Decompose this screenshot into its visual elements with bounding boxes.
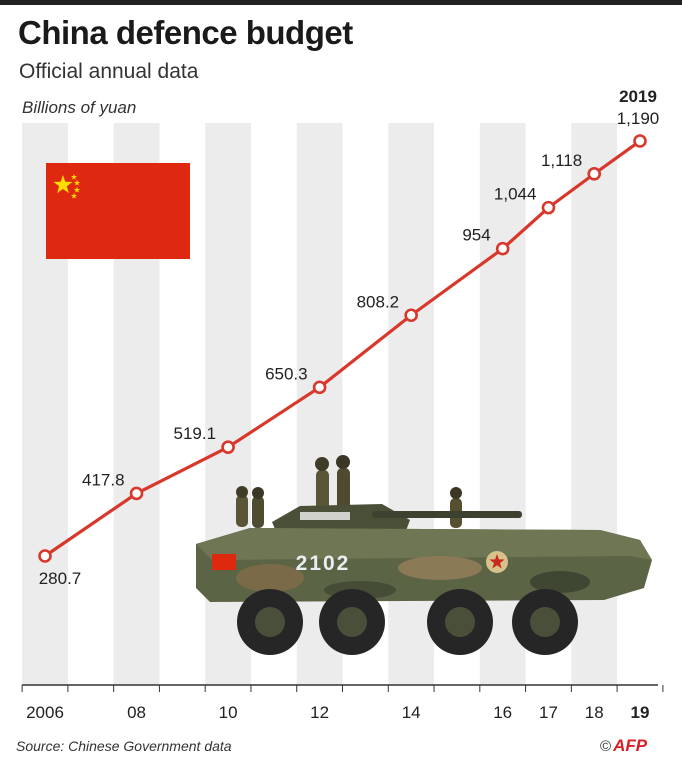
copyright-symbol: © xyxy=(600,738,612,755)
data-point xyxy=(38,549,52,563)
data-point xyxy=(495,241,510,256)
data-point xyxy=(633,134,647,148)
x-tick-label: 16 xyxy=(493,703,512,722)
x-tick-label: 10 xyxy=(219,703,238,722)
x-tick-label: 12 xyxy=(310,703,329,722)
data-point xyxy=(312,380,327,395)
top-bar xyxy=(0,0,682,5)
x-tick-label: 19 xyxy=(631,703,650,722)
x-axis: 2006 08 10 12 14 16 17 18 19 xyxy=(21,684,664,722)
data-point xyxy=(404,308,418,323)
value-label: 808.2 xyxy=(357,292,400,311)
budget-series xyxy=(38,134,647,563)
highlight-year-label: 2019 xyxy=(619,87,657,106)
data-point xyxy=(221,440,235,454)
data-point xyxy=(129,486,144,501)
data-point xyxy=(587,167,602,181)
data-point xyxy=(541,200,556,215)
value-label: 519.1 xyxy=(174,424,217,443)
value-label: 1,190 xyxy=(617,109,660,128)
source-note: Source: Chinese Government data xyxy=(16,738,232,754)
value-label: 1,118 xyxy=(541,151,582,170)
vehicle-number: 2102 xyxy=(296,552,351,575)
x-tick-label: 14 xyxy=(402,703,421,722)
chart-subtitle: Official annual data xyxy=(19,60,199,83)
afp-credit: © AFP xyxy=(600,736,647,756)
value-label: 650.3 xyxy=(265,364,308,383)
x-tick-label: 18 xyxy=(585,703,604,722)
x-tick-label: 08 xyxy=(127,703,146,722)
soldiers xyxy=(236,455,462,528)
afp-logo: AFP xyxy=(613,736,648,755)
value-label: 417.8 xyxy=(82,470,125,489)
value-label: 280.7 xyxy=(39,569,82,588)
value-label: 954 xyxy=(462,226,490,245)
china-flag-icon xyxy=(46,163,190,259)
armoured-vehicle-photo: 2102 xyxy=(196,455,652,655)
chart-title: China defence budget xyxy=(18,14,353,51)
x-tick-label: 17 xyxy=(539,703,558,722)
year-stripe xyxy=(113,123,160,685)
y-axis-unit-label: Billions of yuan xyxy=(22,98,137,117)
value-label: 1,044 xyxy=(494,185,537,204)
x-tick-label: 2006 xyxy=(26,703,64,722)
vehicle-wheels xyxy=(237,589,578,655)
